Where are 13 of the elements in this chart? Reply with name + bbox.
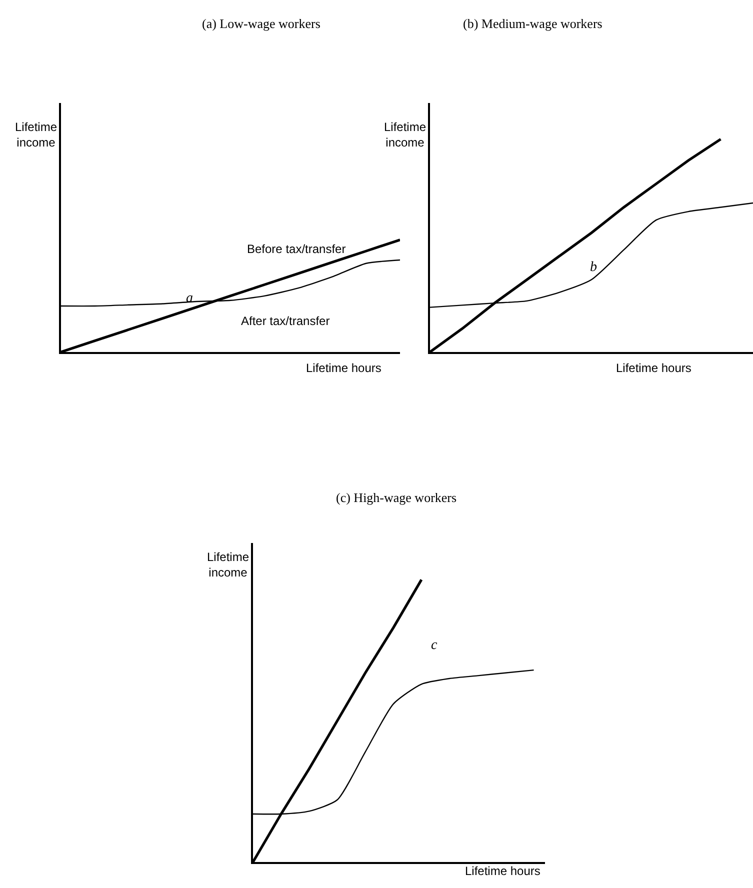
x-axis-title: Lifetime hours bbox=[616, 361, 692, 375]
y-axis-title: Lifetime income bbox=[384, 120, 426, 150]
chart-title: (c) High-wage workers bbox=[336, 490, 457, 505]
y-axis-title: Lifetime income bbox=[207, 550, 250, 580]
annotation: c bbox=[431, 638, 438, 653]
x-axis-title: Lifetime hours bbox=[465, 864, 540, 878]
x-axis-title: Lifetime hours bbox=[306, 361, 382, 375]
annotation: b bbox=[590, 260, 597, 275]
chart-title: (a) Low-wage workers bbox=[202, 16, 320, 31]
series-label: Before tax/transfer bbox=[247, 242, 346, 256]
y-axis-title: Lifetime income bbox=[15, 120, 58, 150]
chart-title: (b) Medium-wage workers bbox=[463, 16, 602, 31]
series-label: After tax/transfer bbox=[241, 314, 330, 328]
